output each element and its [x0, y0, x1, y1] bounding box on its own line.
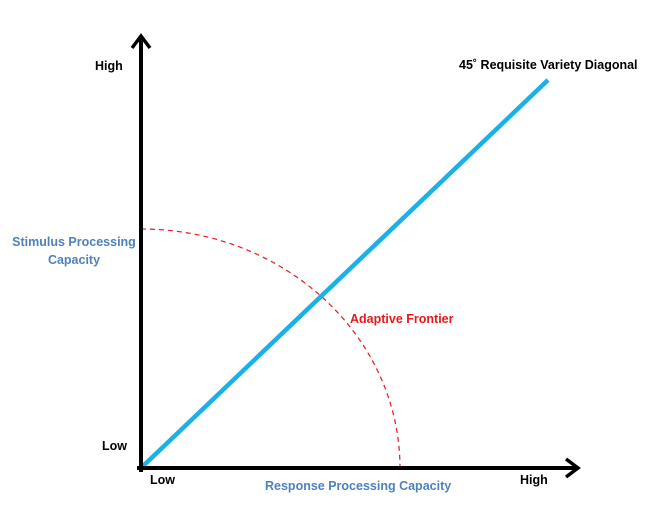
y-axis-high-label: High [95, 59, 123, 73]
adaptive-frontier-arc [140, 228, 401, 469]
x-axis-title: Response Processing Capacity [265, 479, 452, 493]
diagonal-label: 45˚ Requisite Variety Diagonal [459, 58, 638, 72]
y-axis-title-line2: Capacity [47, 253, 101, 267]
x-axis-arrowhead [564, 457, 581, 479]
requisite-variety-diagonal [139, 78, 550, 470]
y-axis-title-line1: Stimulus Processing [12, 235, 136, 249]
x-axis-high-label: High [520, 473, 548, 487]
x-axis-low-label: Low [150, 473, 175, 487]
y-axis-arrowhead [130, 33, 152, 50]
y-axis-low-label: Low [102, 439, 127, 453]
y-axis-title: Stimulus Processing Capacity [8, 233, 140, 269]
adaptive-frontier-label: Adaptive Frontier [350, 312, 454, 326]
